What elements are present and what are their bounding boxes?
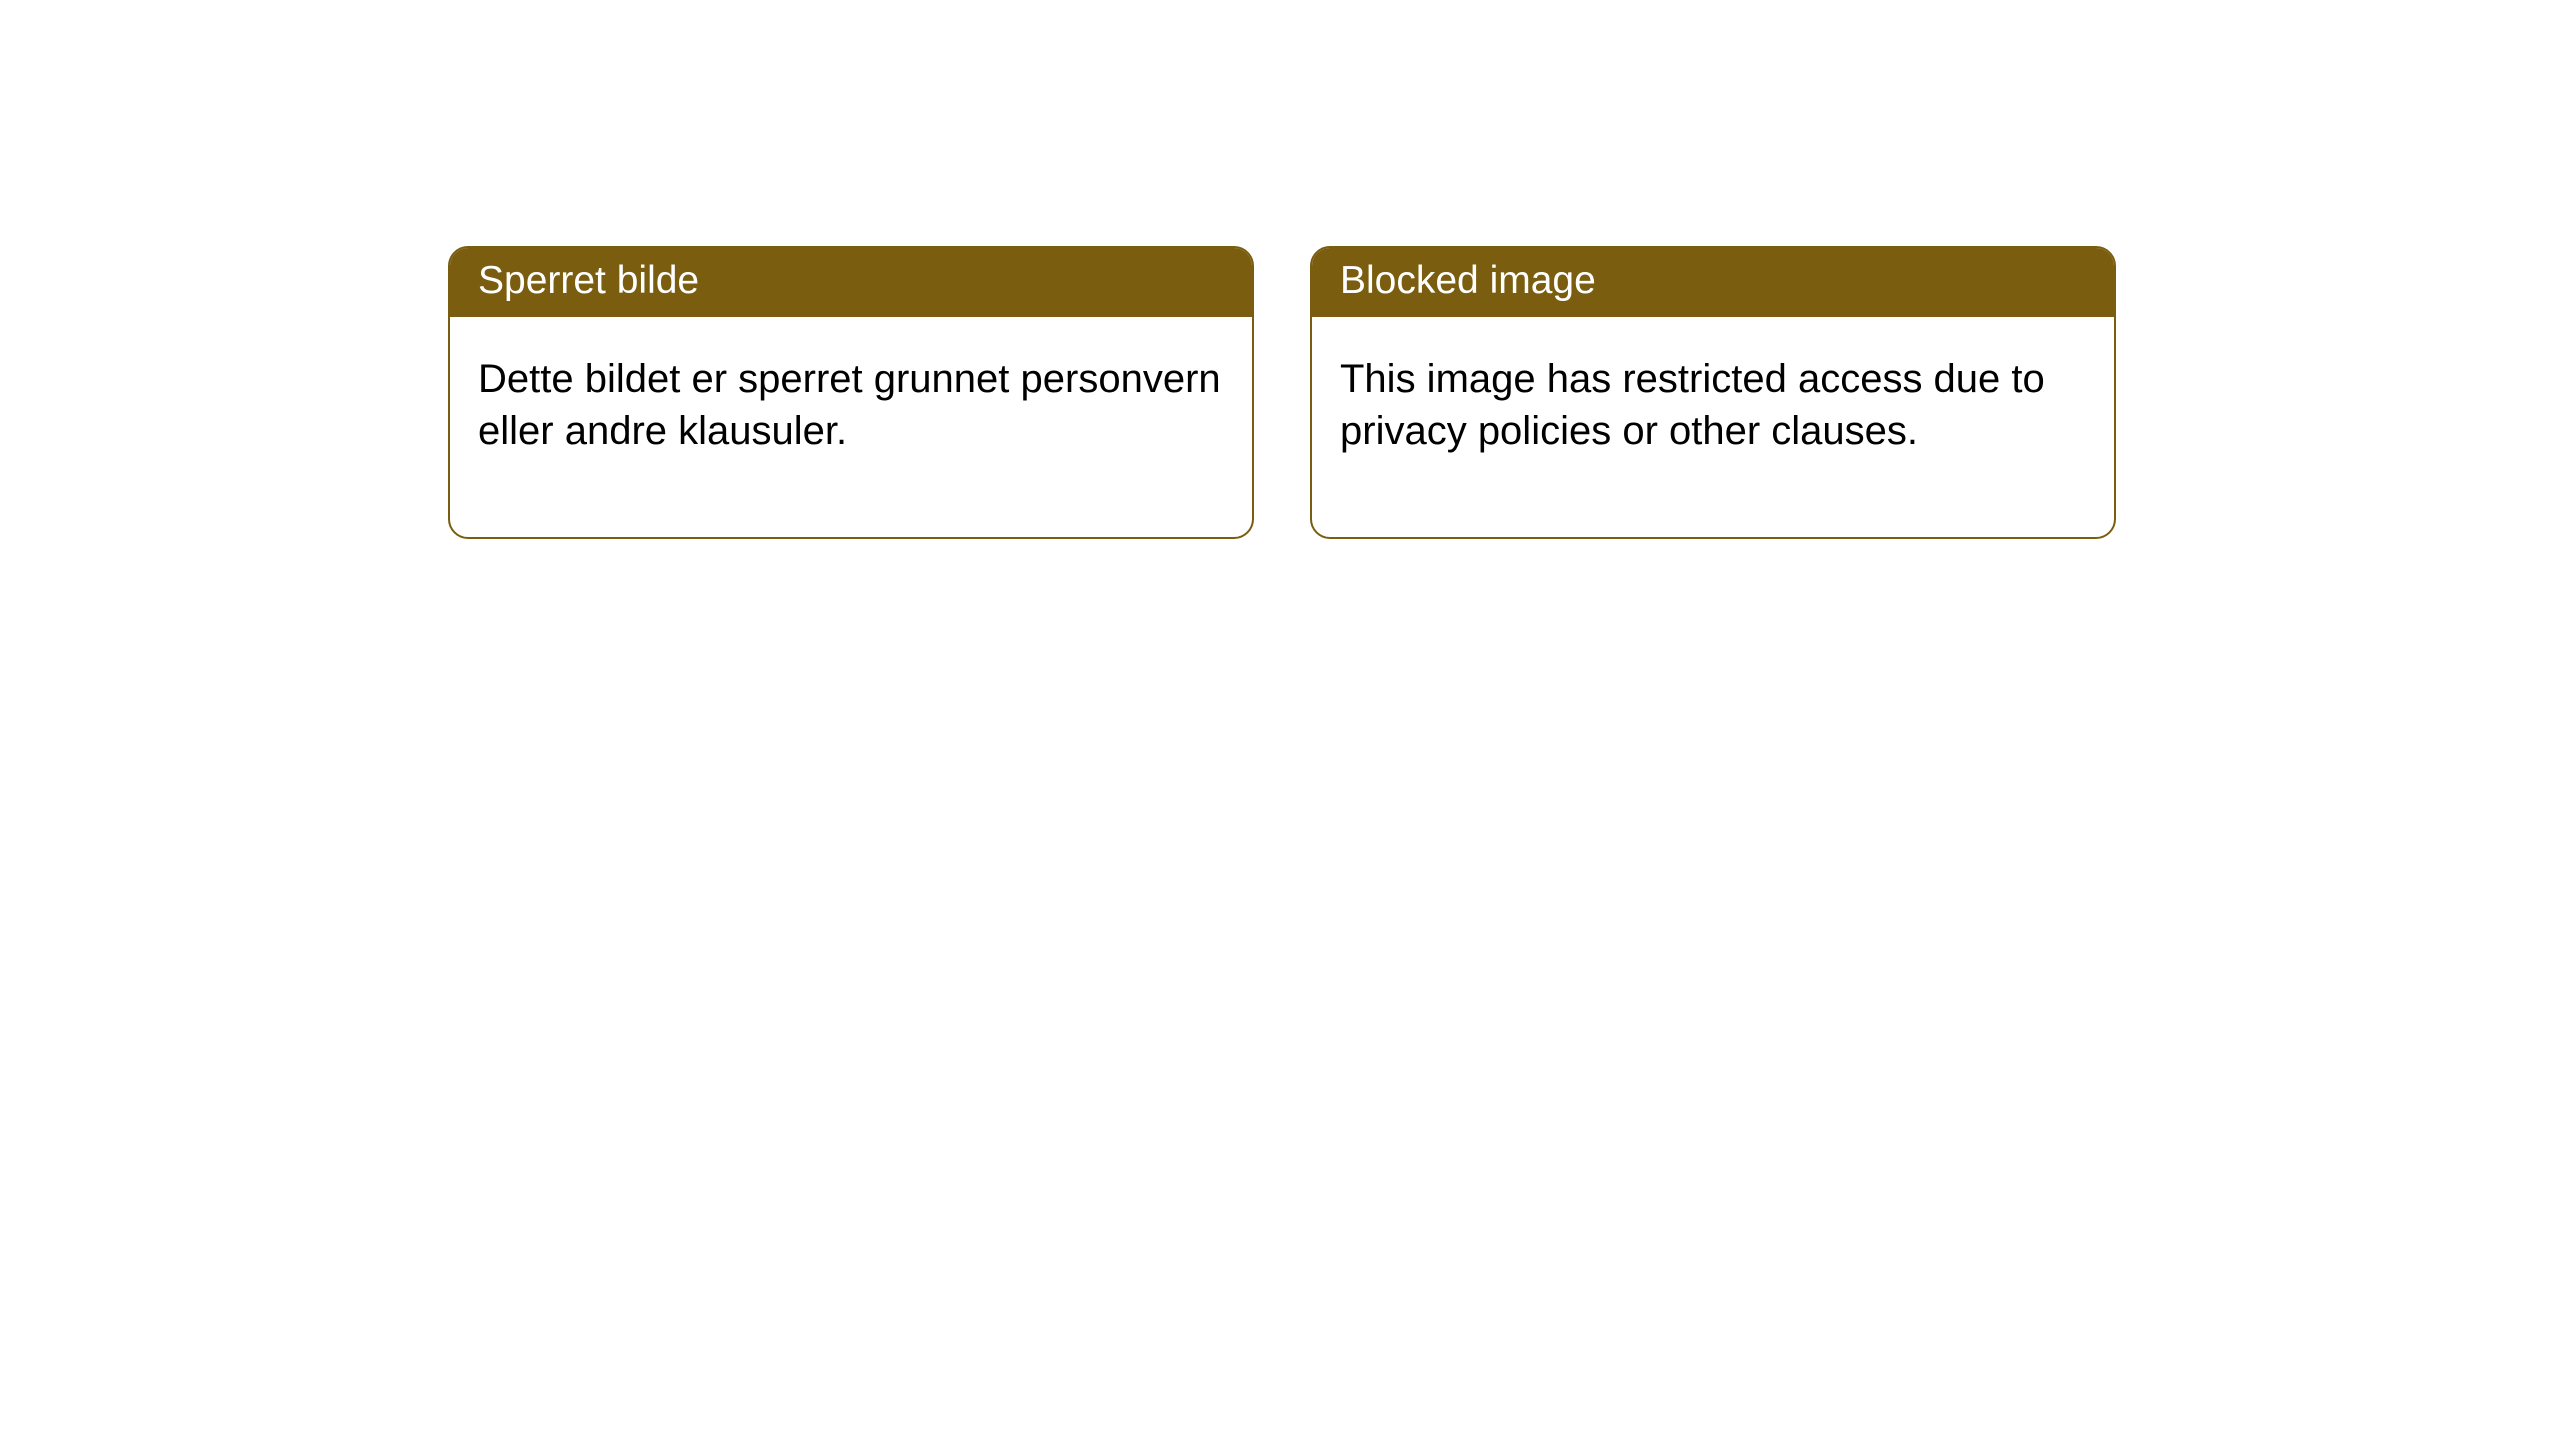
notice-container: Sperret bilde Dette bildet er sperret gr… <box>0 0 2560 539</box>
notice-body-no: Dette bildet er sperret grunnet personve… <box>450 317 1252 537</box>
notice-card-no: Sperret bilde Dette bildet er sperret gr… <box>448 246 1254 539</box>
notice-card-en: Blocked image This image has restricted … <box>1310 246 2116 539</box>
notice-body-en: This image has restricted access due to … <box>1312 317 2114 537</box>
notice-title-no: Sperret bilde <box>450 248 1252 317</box>
notice-title-en: Blocked image <box>1312 248 2114 317</box>
